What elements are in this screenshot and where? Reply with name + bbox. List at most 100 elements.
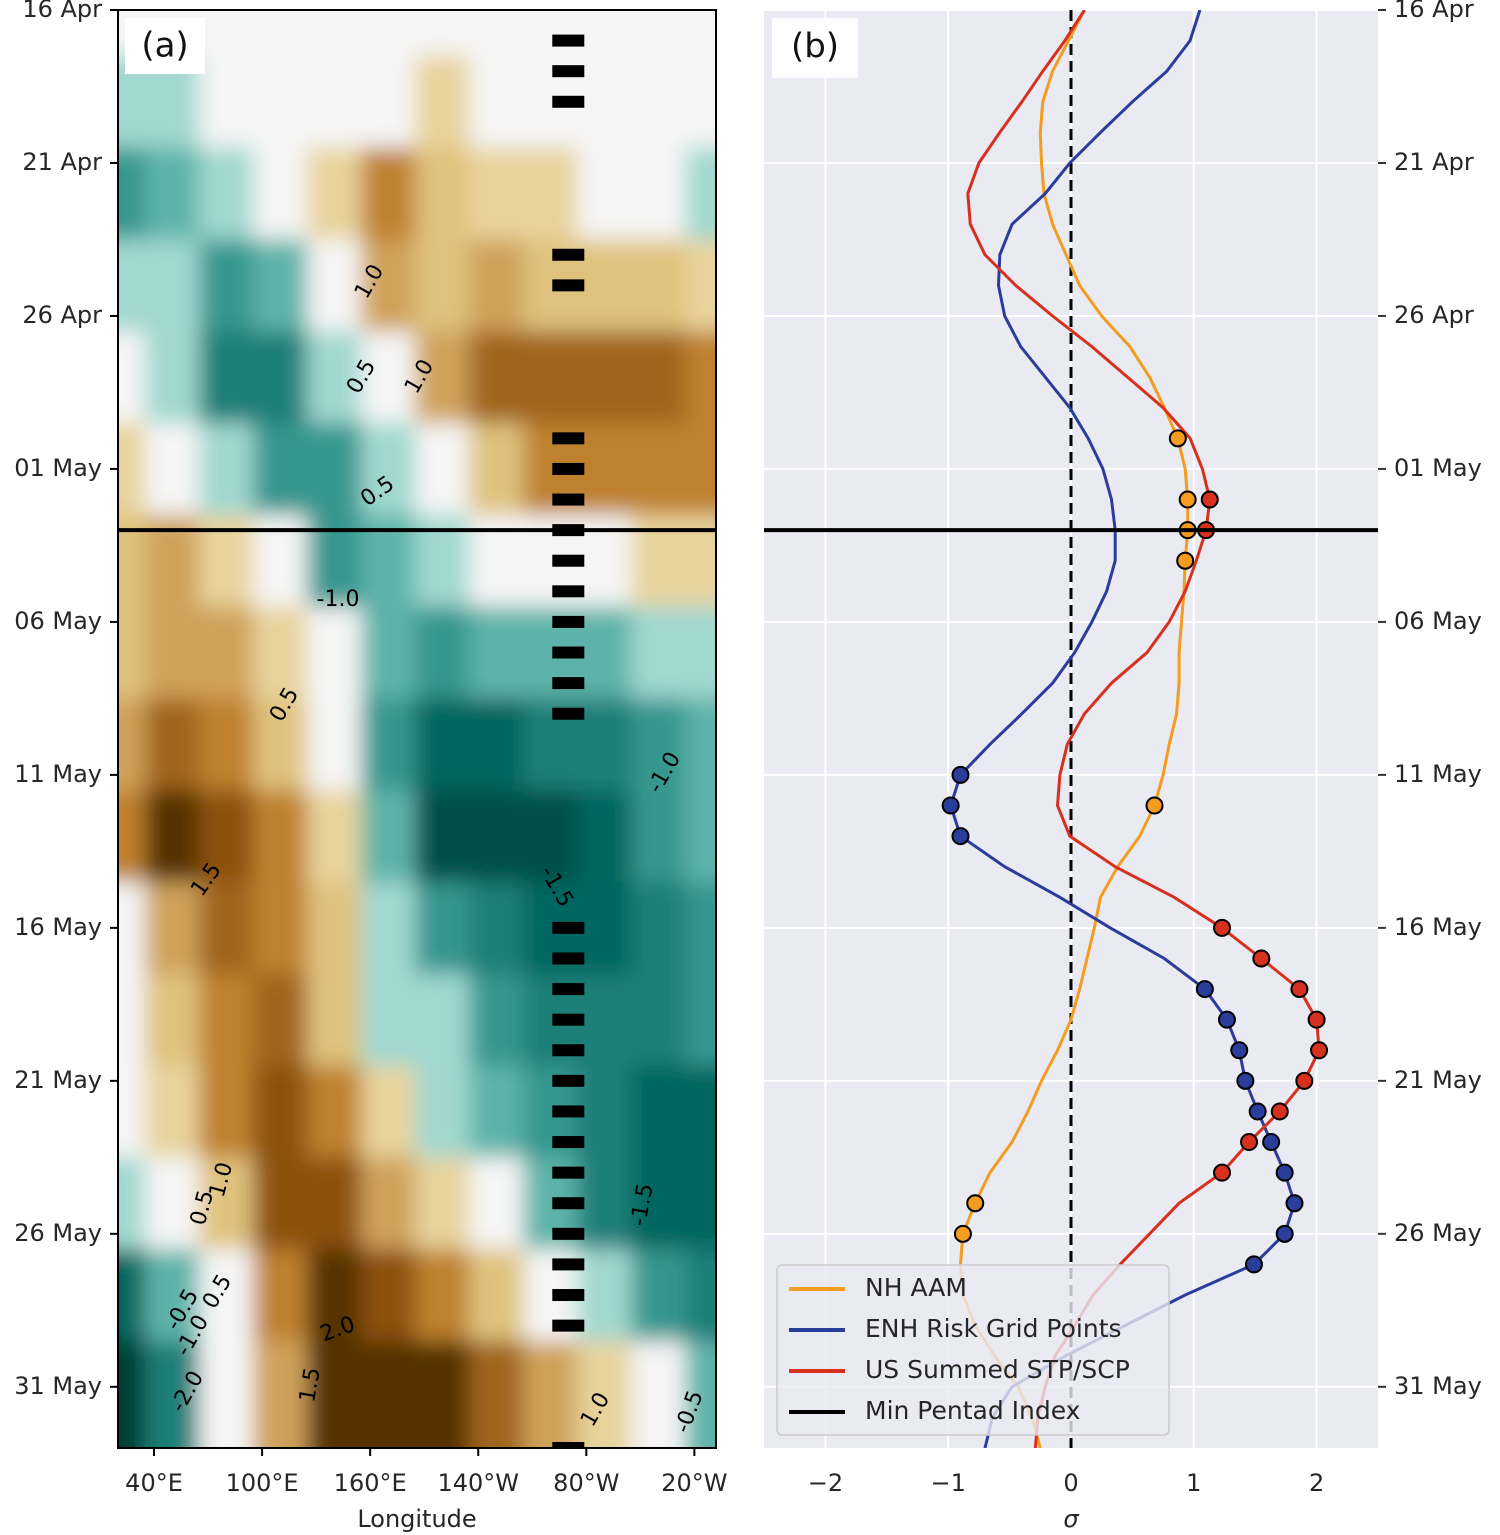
pentad-marker [552,554,585,567]
heat-cell [361,55,416,149]
series-marker [1178,490,1197,509]
x-tick-label: 1 [1186,1469,1201,1497]
x-tick-label: 140°W [437,1469,519,1497]
heat-cell [118,147,146,240]
heat-cell [577,606,632,699]
panel-label-box [125,18,205,74]
heat-cell [415,10,470,57]
series-marker [1275,1224,1294,1243]
heat-cell [118,881,146,975]
heat-cell [685,1157,716,1250]
pentad-marker [552,432,585,445]
heat-cell [685,973,716,1067]
heat-cell [523,147,578,240]
heat-cell [307,331,362,424]
y-tick-label: 16 May [1394,913,1482,941]
y-tick-label: 31 May [1394,1372,1482,1400]
pentad-marker [552,1013,585,1026]
y-tick-label: 11 May [14,760,102,788]
heat-cell [361,973,416,1067]
heat-cell [577,1340,632,1448]
pentad-marker [552,65,585,78]
x-tick-label: 20°W [661,1469,727,1497]
heat-cell [523,1340,578,1448]
series-marker [1213,918,1232,937]
heat-cell [253,423,308,516]
pentad-marker [552,1074,585,1087]
heat-cell [253,790,308,883]
pentad-marker [552,1227,585,1240]
heat-cell [361,1157,416,1250]
heat-cell [577,973,632,1067]
x-axis-label: Longitude [357,1505,476,1533]
heat-cell [577,147,632,240]
y-tick-label: 06 May [14,607,102,635]
heat-cell [118,606,146,699]
heat-cell [631,973,686,1067]
series-marker [1285,1194,1304,1213]
series-marker [1230,1041,1249,1060]
series-marker [1217,1010,1236,1029]
heat-cell [118,1157,146,1250]
heat-cell [145,1249,200,1342]
heat-cell [577,423,632,516]
heat-cell [685,239,716,332]
heat-cell [361,1065,416,1158]
heat-cell [685,1249,716,1342]
pentad-marker [552,1105,585,1118]
series-marker [1262,1133,1281,1152]
heat-cell [145,606,200,699]
heat-cell [199,1340,254,1448]
series-marker [1290,980,1309,999]
heat-cell [685,881,716,975]
pentad-marker [552,1136,585,1149]
pentad-marker [552,1442,585,1448]
heat-cell [631,423,686,516]
heat-cell [415,55,470,149]
pentad-marker [552,1289,585,1302]
heat-cell [685,331,716,424]
heat-cell [145,698,200,791]
pentad-marker [552,677,585,690]
legend-label: Min Pentad Index [865,1396,1080,1425]
heat-cell [253,1065,308,1158]
heat-cell [577,790,632,883]
series-marker [1295,1071,1314,1090]
y-tick-label: 21 May [1394,1066,1482,1094]
heat-cell [118,1249,146,1342]
series-marker [1275,1163,1294,1182]
heat-cell [307,1157,362,1250]
heat-cell [118,1065,146,1158]
heat-cell [685,606,716,699]
pentad-marker [552,1197,585,1210]
y-tick-label: 01 May [1394,454,1482,482]
heat-cell [118,1340,146,1448]
pentad-marker [552,1258,585,1271]
contour-label: 1.5 [295,1366,326,1405]
heat-cell [307,973,362,1067]
heat-cell [253,698,308,791]
heat-cell [361,147,416,240]
heat-cell [145,147,200,240]
heat-cell [631,55,686,149]
y-tick-label: 26 Apr [22,301,102,329]
pentad-marker [552,493,585,506]
heat-cell [523,10,578,57]
frame [117,9,717,1449]
y-tick-label: 16 Apr [22,0,102,23]
pentad-marker [552,585,585,598]
heat-cell [361,239,416,332]
heat-cell [199,55,254,149]
heat-cell [253,1249,308,1342]
heat-cell [631,1249,686,1342]
panel-label: (a) [141,26,188,66]
heat-cell [469,239,524,332]
heat-cell [361,1249,416,1342]
heat-cell [145,239,200,332]
heat-cell [145,331,200,424]
y-tick-label: 06 May [1394,607,1482,635]
pentad-marker [552,34,585,47]
heat-cell [469,1249,524,1342]
x-tick-label: 0 [1063,1469,1078,1497]
